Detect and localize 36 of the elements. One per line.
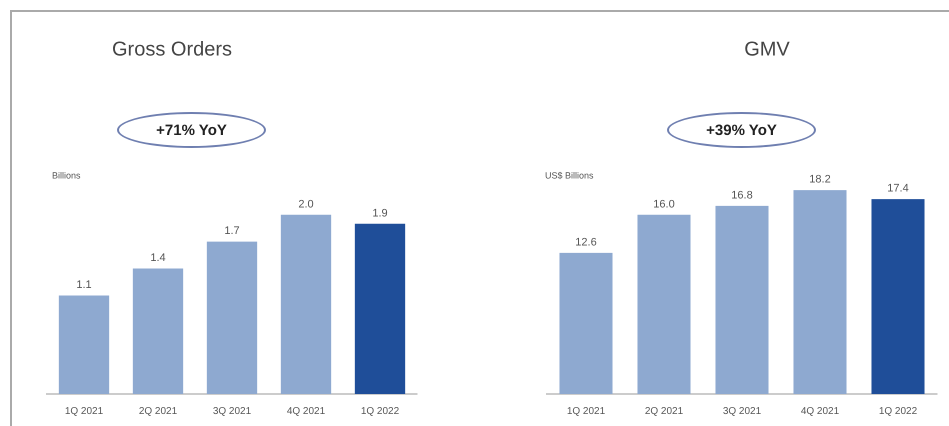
x-tick-label: 2Q 2021	[644, 406, 684, 417]
data-label: 16.0	[653, 198, 675, 210]
x-tick-label: 1Q 2022	[360, 406, 400, 417]
bar	[871, 199, 925, 394]
x-tick-label: 4Q 2021	[286, 406, 326, 417]
x-tick-label: 1Q 2021	[566, 406, 606, 417]
oval-outline: +71% YoY	[117, 112, 266, 148]
data-label: 17.4	[887, 182, 909, 195]
data-label: 16.8	[731, 189, 753, 202]
bar	[354, 224, 406, 394]
y-axis-title: US$ Billions	[545, 170, 594, 180]
x-tick-label: 4Q 2021	[800, 406, 840, 417]
bar	[793, 190, 847, 394]
data-label: 18.2	[809, 174, 831, 186]
bar	[559, 252, 613, 394]
data-label: 1.9	[372, 207, 388, 220]
y-axis-title: Billions	[52, 170, 82, 180]
oval-outline: +39% YoY	[667, 112, 816, 148]
bar	[58, 295, 110, 394]
data-label: 1.7	[224, 225, 240, 238]
bar	[715, 206, 769, 394]
data-label: 2.0	[298, 198, 314, 210]
bar	[637, 214, 691, 394]
bar	[206, 242, 258, 394]
x-tick-label: 3Q 2021	[212, 406, 252, 417]
data-label: 12.6	[575, 236, 597, 248]
x-tick-label: 2Q 2021	[138, 406, 178, 417]
x-tick-label: 1Q 2022	[878, 406, 918, 417]
x-tick-label: 1Q 2021	[64, 406, 104, 417]
data-label: 1.4	[150, 252, 166, 264]
bar	[132, 268, 184, 394]
chart-title: GMV	[744, 38, 790, 61]
bar	[280, 214, 332, 394]
x-tick-label: 3Q 2021	[722, 406, 762, 417]
data-label: 1.1	[76, 278, 92, 291]
chart-title: Gross Orders	[112, 38, 232, 61]
